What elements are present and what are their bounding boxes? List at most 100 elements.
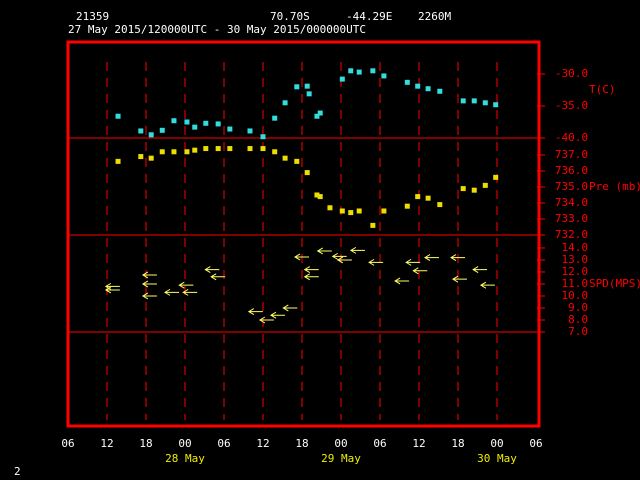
x-tick-label: 06 <box>373 437 386 450</box>
y-tick-label: 733.0 <box>555 212 588 225</box>
point <box>171 118 177 124</box>
point <box>304 83 310 89</box>
y-tick-label: 14.0 <box>562 241 589 254</box>
point <box>227 146 233 152</box>
point <box>304 170 310 176</box>
point <box>215 146 221 152</box>
point <box>247 128 253 134</box>
wind-arrow <box>204 266 220 274</box>
point <box>272 149 278 155</box>
point <box>493 102 499 108</box>
point <box>314 113 320 119</box>
point <box>215 121 221 127</box>
wind-arrow <box>210 273 226 281</box>
y-tick-label: -40.0 <box>555 131 588 144</box>
point <box>482 100 488 106</box>
point <box>415 194 421 200</box>
x-tick-label: 12 <box>412 437 425 450</box>
wind-arrow <box>368 258 384 266</box>
wind-arrow <box>349 246 365 254</box>
point <box>282 155 288 161</box>
x-tick-label: 18 <box>295 437 308 450</box>
x-tick-label: 06 <box>529 437 542 450</box>
point <box>192 124 198 130</box>
wind-arrow <box>294 253 309 261</box>
y-tick-label: 735.0 <box>555 180 588 193</box>
point <box>148 132 154 138</box>
wind-arrow <box>141 271 157 279</box>
point <box>138 154 144 160</box>
point <box>260 134 266 140</box>
wind-arrow <box>316 247 332 255</box>
point <box>317 110 323 116</box>
wind-arrow <box>141 280 157 288</box>
x-tick-label: 00 <box>178 437 191 450</box>
point <box>247 146 253 152</box>
wind-arrow <box>282 304 298 312</box>
y-tick-label: 12.0 <box>562 265 589 278</box>
point <box>327 205 333 211</box>
point <box>294 84 300 90</box>
point <box>171 149 177 155</box>
x-tick-label: 12 <box>256 437 269 450</box>
wind-arrow <box>178 281 194 289</box>
point <box>356 208 362 214</box>
point <box>437 88 443 94</box>
point <box>314 192 320 198</box>
point <box>381 73 387 79</box>
longitude: -44.29E <box>346 10 392 23</box>
y-tick-label: 736.0 <box>555 164 588 177</box>
point <box>425 86 431 92</box>
point <box>437 202 443 208</box>
x-tick-label: 00 <box>334 437 347 450</box>
wind-arrow <box>269 311 285 319</box>
point <box>159 149 165 155</box>
y-tick-label: 7.0 <box>568 325 588 338</box>
x-tick-label: 12 <box>100 437 113 450</box>
wind-arrow <box>450 254 465 261</box>
wind-arrow <box>405 258 421 266</box>
point <box>339 208 345 214</box>
point <box>115 158 121 164</box>
point <box>203 120 209 126</box>
date-label: 28 May <box>165 452 205 465</box>
y-tick-label: 9.0 <box>568 301 588 314</box>
point <box>339 76 345 82</box>
y-axis-label: SPD(MPS) <box>589 277 640 290</box>
wind-arrow <box>331 252 347 260</box>
wind-arrow <box>247 308 263 316</box>
wind-arrow <box>141 292 157 300</box>
y-tick-label: 737.0 <box>555 148 588 161</box>
point <box>370 68 376 74</box>
wind-arrow <box>303 273 319 281</box>
wind-arrow <box>182 288 198 296</box>
point <box>159 127 165 133</box>
point <box>425 195 431 201</box>
point <box>370 222 376 228</box>
point <box>356 69 362 75</box>
point <box>294 158 300 164</box>
y-tick-label: 11.0 <box>562 277 589 290</box>
point <box>184 119 190 125</box>
x-tick-label: 18 <box>139 437 152 450</box>
y-axis-label: T(C) <box>589 83 616 96</box>
point <box>317 194 323 200</box>
y-tick-label: 8.0 <box>568 313 588 326</box>
y-tick-label: 732.0 <box>555 228 588 241</box>
point <box>460 186 466 192</box>
x-tick-label: 06 <box>61 437 74 450</box>
wind-arrow <box>303 266 319 274</box>
point <box>260 146 266 152</box>
x-tick-label: 00 <box>490 437 503 450</box>
point <box>493 174 499 180</box>
y-tick-label: 734.0 <box>555 196 588 209</box>
latitude: 70.70S <box>270 10 310 23</box>
wind-arrow <box>164 288 179 296</box>
point <box>272 115 278 121</box>
point <box>115 113 121 119</box>
date-label: 29 May <box>321 452 361 465</box>
y-tick-label: 13.0 <box>562 253 589 266</box>
wind-arrow <box>424 254 439 261</box>
point <box>471 98 477 104</box>
